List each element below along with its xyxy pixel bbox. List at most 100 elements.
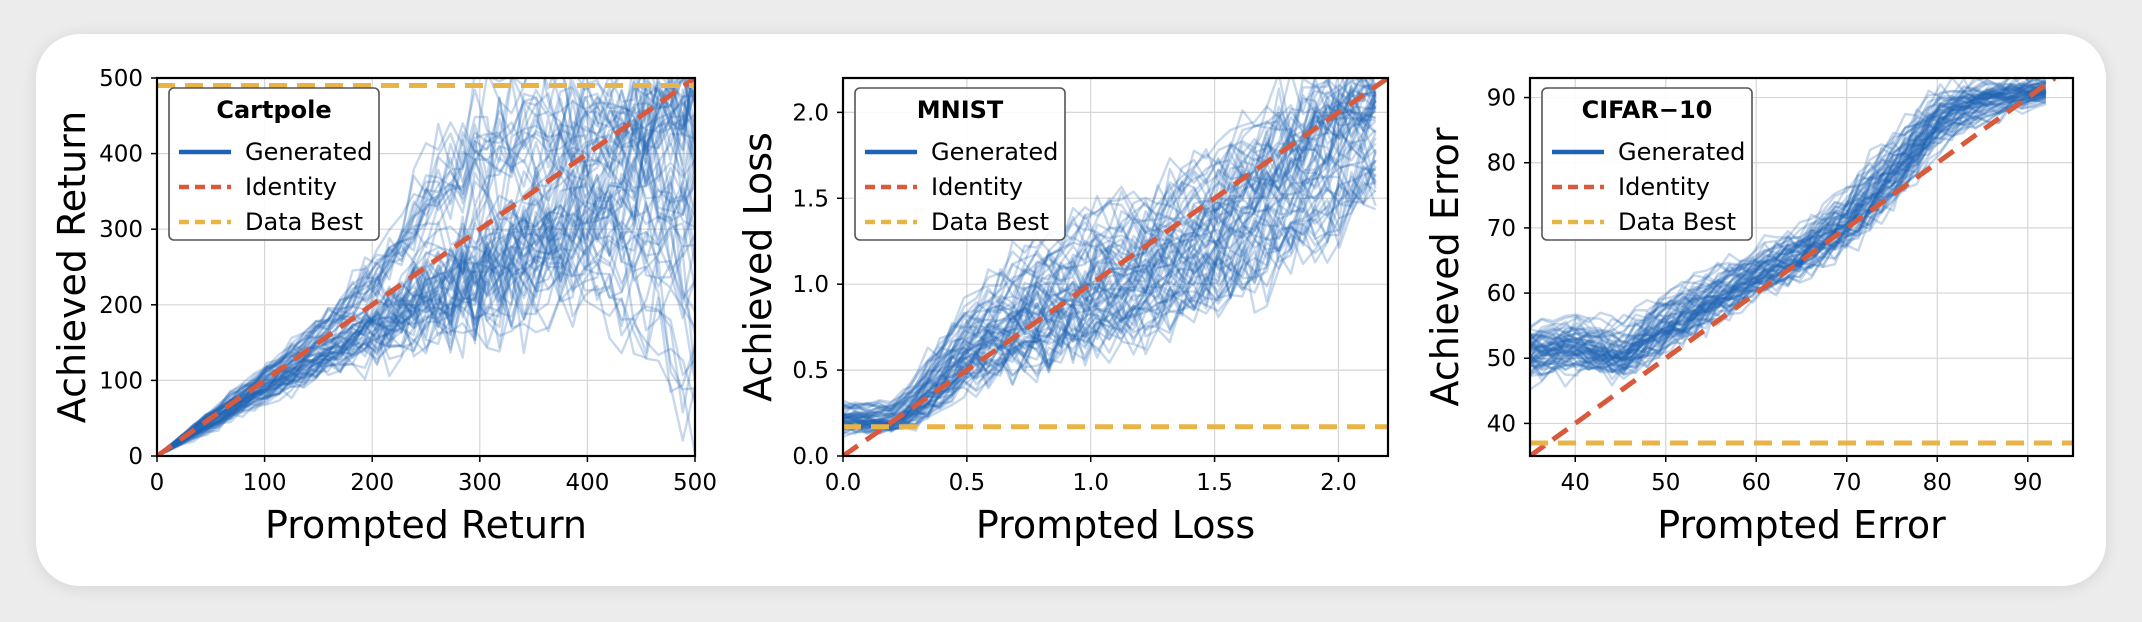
generated-line (843, 165, 1377, 435)
generated-line (843, 91, 1377, 421)
legend-box (1541, 87, 1753, 241)
legend-entry: Identity (931, 173, 1023, 201)
generated-line (1530, 82, 2046, 361)
generated-line (157, 171, 695, 456)
generated-line (1530, 90, 2046, 363)
generated-line (1530, 87, 2046, 360)
x-tick-label: 1.5 (1196, 470, 1233, 496)
legend-title: Cartpole (216, 96, 331, 124)
x-axis-label: Prompted Error (1657, 503, 1946, 547)
generated-line (843, 78, 1375, 416)
plot-area (843, 78, 1388, 456)
generated-line (843, 159, 1377, 431)
generated-line (1530, 86, 2047, 363)
y-tick-label: 400 (99, 142, 143, 168)
generated-line (843, 78, 1377, 411)
generated-line (157, 166, 695, 456)
generated-line (1530, 78, 2046, 350)
legend-entry: Generated (1618, 138, 1745, 166)
generated-line (843, 157, 1377, 433)
generated-line (1530, 96, 2046, 372)
generated-line (157, 234, 695, 456)
y-tick-label: 0.0 (792, 444, 829, 470)
generated-line (1530, 78, 2047, 360)
generated-line (843, 163, 1376, 427)
generated-line (157, 99, 695, 456)
generated-line (843, 89, 1376, 422)
generated-line (1530, 78, 2047, 345)
generated-line (1530, 83, 2047, 346)
x-tick-label: 0.5 (949, 470, 986, 496)
legend: CIFAR−10 Generated Identity Data Best (1541, 87, 1753, 241)
generated-line (843, 96, 1377, 431)
generated-line (843, 113, 1377, 426)
y-tick-label: 80 (1487, 151, 1516, 177)
generated-line (843, 137, 1377, 430)
generated-line (843, 180, 1377, 439)
generated-line (843, 145, 1377, 433)
generated-line (157, 78, 695, 456)
generated-line (1530, 88, 2047, 362)
generated-line (157, 159, 695, 456)
generated-line (1530, 89, 2047, 367)
generated-line (157, 127, 695, 456)
generated-line (843, 78, 1375, 411)
generated-line (157, 78, 695, 456)
generated-line (157, 78, 695, 456)
plot-area (157, 78, 695, 456)
generated-line (1530, 85, 2047, 365)
y-tick-label: 200 (99, 293, 143, 319)
x-tick-label: 0 (150, 470, 165, 496)
generated-line (1530, 86, 2046, 368)
generated-line (843, 90, 1376, 419)
generated-line (1530, 92, 2046, 371)
generated-line (157, 230, 695, 456)
y-tick-label: 0.5 (792, 358, 829, 384)
generated-line (1530, 86, 2047, 366)
generated-line (843, 103, 1376, 427)
x-tick-label: 50 (1651, 470, 1680, 496)
generated-line (843, 128, 1377, 431)
generated-line (1530, 86, 2047, 366)
generated-line (157, 78, 690, 456)
y-tick-label: 50 (1487, 346, 1516, 372)
generated-line (1530, 88, 2047, 361)
generated-line (157, 247, 695, 456)
generated-line (1530, 78, 2047, 343)
generated-line (1530, 85, 2047, 361)
y-tick-label: 2.0 (792, 100, 829, 126)
generated-line (157, 78, 690, 456)
generated-line (157, 200, 695, 456)
legend-entry: Generated (245, 138, 372, 166)
generated-line (157, 78, 691, 456)
generated-line (843, 98, 1377, 425)
generated-line (843, 159, 1377, 431)
generated-line (843, 170, 1377, 434)
generated-line (1530, 99, 2047, 378)
x-axis-label: Prompted Loss (976, 503, 1255, 547)
generated-line (157, 123, 695, 456)
generated-line (843, 78, 1377, 420)
x-tick-label: 400 (565, 470, 609, 496)
generated-line (843, 165, 1377, 432)
generated-line (1530, 95, 2047, 370)
generated-line (843, 78, 1377, 408)
generated-line (843, 138, 1377, 433)
generated-line (1530, 93, 2046, 366)
generated-line (1530, 85, 2046, 360)
generated-line (1530, 92, 2047, 371)
generated-line (157, 131, 695, 456)
generated-line (843, 93, 1377, 423)
generated-line (1530, 95, 2046, 365)
generated-line (843, 103, 1377, 426)
generated-line (843, 81, 1376, 426)
generated-line (1530, 89, 2047, 367)
chart-cartpole: 0 100 200 300 400 500 0 100 200 300 400 500 Prompted… (50, 66, 717, 547)
generated-line (157, 156, 695, 456)
generated-line (157, 164, 695, 456)
generated-line (843, 95, 1377, 425)
generated-line (157, 101, 695, 456)
axes-frame (841, 76, 1390, 458)
generated-line (1530, 89, 2047, 364)
generated-line (843, 109, 1377, 430)
